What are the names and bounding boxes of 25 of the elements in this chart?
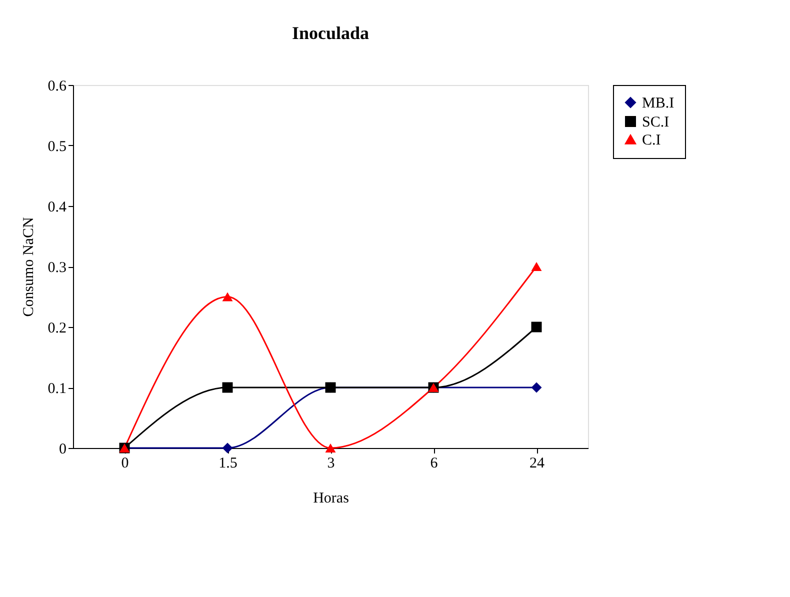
chart-title: Inoculada — [292, 23, 370, 43]
x-tick-label: 6 — [430, 456, 438, 472]
y-axis-title: Consumo NaCN — [20, 217, 37, 317]
point — [222, 292, 233, 302]
y-tick-label: 0.6 — [48, 78, 67, 94]
legend-label: MB.I — [642, 96, 674, 112]
point — [222, 382, 233, 393]
point — [531, 262, 542, 272]
y-tick-label: 0.5 — [48, 139, 66, 155]
y-tick-label: 0.2 — [48, 320, 66, 336]
y-tick-label: 0 — [59, 442, 66, 458]
x-tick-label: 3 — [327, 456, 335, 472]
x-tick-label: 24 — [530, 456, 545, 472]
y-tick-label: 0.3 — [48, 260, 66, 276]
legend-label: C.I — [642, 132, 661, 148]
legend-label: SC.I — [642, 114, 670, 130]
y-tick-label: 0.1 — [48, 381, 66, 397]
point — [531, 382, 542, 393]
x-axis-title: Horas — [313, 490, 350, 506]
x-tick-label: 0 — [121, 456, 129, 472]
y-tick-label: 0.4 — [48, 200, 67, 216]
point — [531, 322, 542, 332]
point — [325, 443, 336, 453]
x-tick-label: 1.5 — [218, 456, 238, 472]
point — [222, 442, 233, 454]
